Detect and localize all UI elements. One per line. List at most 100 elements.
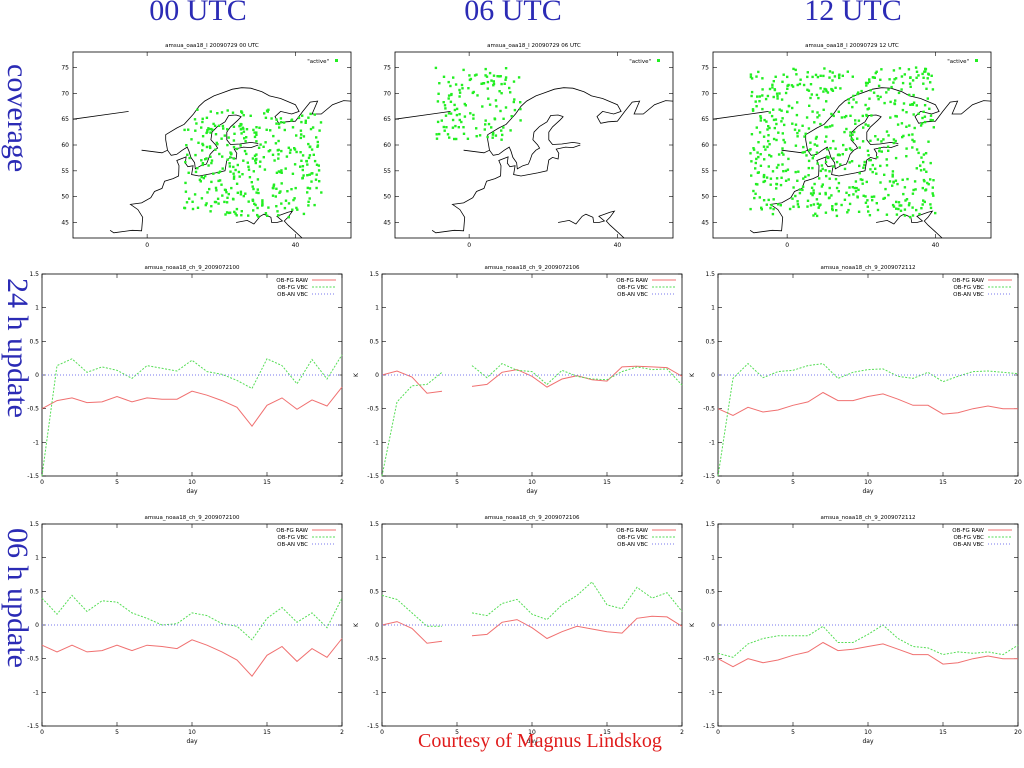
obs-point xyxy=(806,88,809,91)
obs-point xyxy=(819,203,822,206)
obs-point xyxy=(486,87,489,90)
coastline-3 xyxy=(167,114,242,170)
obs-point xyxy=(315,173,318,176)
obs-point xyxy=(885,130,889,133)
obs-point xyxy=(256,213,259,217)
obs-point xyxy=(225,191,228,194)
obs-point xyxy=(774,118,778,121)
obs-point xyxy=(806,199,810,202)
y-tick-label: 0 xyxy=(375,622,379,629)
obs-point xyxy=(898,67,902,70)
obs-point xyxy=(882,197,885,200)
obs-point xyxy=(821,167,824,171)
obs-point xyxy=(796,131,799,135)
obs-point xyxy=(228,165,232,168)
obs-point xyxy=(504,78,507,81)
obs-point xyxy=(264,212,268,215)
y-tick-label: 0 xyxy=(711,372,715,379)
obs-point xyxy=(862,126,865,129)
legend-label: OB-FG VBC xyxy=(953,285,984,291)
obs-point xyxy=(831,205,834,208)
obs-point xyxy=(493,117,496,120)
obs-point xyxy=(495,105,498,108)
obs-point xyxy=(772,95,775,99)
obs-point xyxy=(768,87,772,91)
obs-point xyxy=(868,214,872,217)
obs-point xyxy=(855,186,858,190)
obs-point xyxy=(876,138,880,141)
obs-point xyxy=(772,80,775,83)
obs-point xyxy=(447,97,450,100)
obs-point xyxy=(887,134,890,137)
y-tick-label: 75 xyxy=(61,65,69,72)
obs-point xyxy=(840,116,844,119)
obs-point xyxy=(774,75,777,78)
obs-point xyxy=(236,163,239,167)
obs-point xyxy=(277,148,280,152)
obs-point xyxy=(815,135,818,139)
x-tick-label: 0 xyxy=(380,479,384,486)
obs-point xyxy=(777,153,781,156)
obs-point xyxy=(845,114,848,118)
obs-point xyxy=(245,136,248,139)
obs-point xyxy=(864,81,868,85)
obs-point xyxy=(875,202,878,205)
obs-point xyxy=(249,114,252,117)
obs-point xyxy=(834,86,837,89)
obs-point xyxy=(472,113,475,117)
map-area xyxy=(713,66,991,238)
obs-point xyxy=(869,89,872,92)
obs-point xyxy=(862,166,865,169)
obs-point xyxy=(874,167,877,170)
obs-point xyxy=(278,126,281,129)
obs-point xyxy=(453,103,456,107)
obs-point xyxy=(932,126,935,129)
obs-point xyxy=(891,203,895,207)
y-tick-label: 75 xyxy=(383,65,391,72)
obs-point xyxy=(239,122,242,126)
obs-point xyxy=(297,116,301,120)
obs-point xyxy=(809,204,813,207)
obs-point xyxy=(783,141,787,144)
obs-point xyxy=(216,112,219,115)
obs-point xyxy=(798,191,802,195)
obs-point xyxy=(915,208,918,212)
obs-point xyxy=(279,190,282,193)
x-tick-label: 20 xyxy=(1014,479,1022,486)
y-tick-label: -1 xyxy=(373,439,379,446)
obs-point xyxy=(301,154,305,157)
x-axis-label: day xyxy=(862,488,873,495)
coastline-0 xyxy=(431,144,581,234)
obs-point xyxy=(798,188,802,191)
obs-point xyxy=(861,178,864,182)
obs-point xyxy=(447,80,450,84)
obs-point xyxy=(927,183,930,186)
obs-point xyxy=(274,142,278,145)
obs-point xyxy=(488,71,492,75)
obs-point xyxy=(915,70,919,73)
obs-point xyxy=(908,215,912,219)
obs-point xyxy=(917,112,920,115)
y-tick-label: 75 xyxy=(701,65,709,72)
obs-point xyxy=(484,74,487,77)
map-title: amsua_oaa18_l 20090729 12 UTC xyxy=(805,43,899,49)
obs-point xyxy=(771,86,774,89)
obs-point xyxy=(923,70,926,73)
obs-point xyxy=(246,161,249,164)
obs-point xyxy=(239,193,243,196)
obs-point xyxy=(835,160,839,164)
obs-point xyxy=(781,132,784,135)
obs-point xyxy=(891,170,895,173)
obs-point xyxy=(500,92,503,95)
obs-point xyxy=(837,181,841,185)
obs-point xyxy=(775,177,779,180)
obs-point xyxy=(807,166,810,170)
obs-point xyxy=(768,143,771,146)
obs-point xyxy=(447,94,451,97)
obs-point xyxy=(922,160,925,164)
obs-point xyxy=(286,190,289,193)
obs-point xyxy=(313,203,316,207)
x-tick-label: 0 xyxy=(467,242,471,249)
obs-point xyxy=(308,145,311,149)
legend-marker xyxy=(657,59,660,62)
